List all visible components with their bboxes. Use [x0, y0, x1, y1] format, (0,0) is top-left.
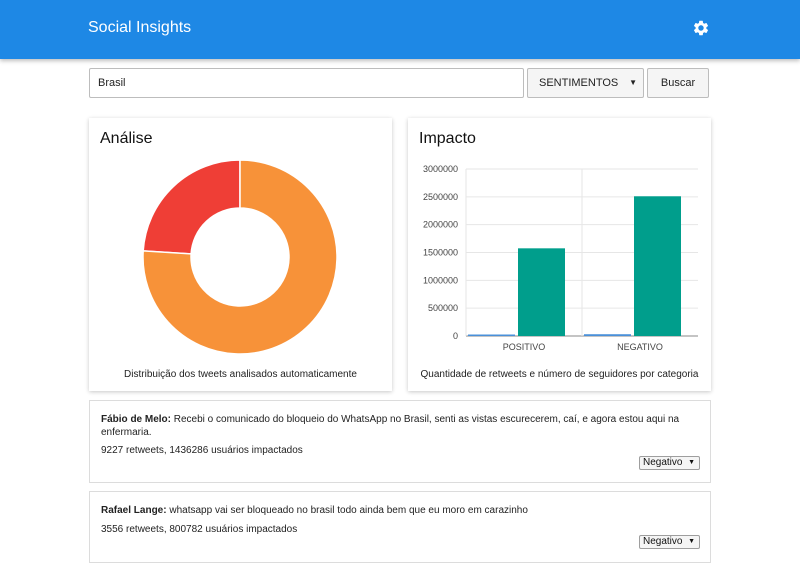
y-tick-label: 3000000	[423, 164, 458, 174]
analysis-title: Análise	[100, 130, 153, 147]
bar-seguidores-negativo	[634, 196, 681, 336]
analysis-card: Análise Distribuição dos tweets analisad…	[89, 118, 392, 391]
donut-slice-positivo	[142, 159, 241, 255]
donut-slice-negativo	[142, 159, 338, 355]
analysis-caption: Distribuição dos tweets analisados autom…	[124, 369, 357, 380]
y-tick-label: 1000000	[423, 275, 458, 285]
tweet-body: whatsapp vai ser bloqueado no brasil tod…	[166, 505, 528, 516]
sentiment-filter-select[interactable]: SENTIMENTOS ▼	[527, 68, 644, 98]
tweet-card: Rafael Lange: whatsapp vai ser bloqueado…	[89, 491, 711, 563]
sentiment-value: Negativo	[643, 536, 683, 547]
search-button[interactable]: Buscar	[647, 68, 709, 98]
x-tick-label: NEGATIVO	[617, 342, 663, 352]
tweet-stats: 3556 retweets, 800782 usuários impactado…	[101, 524, 298, 535]
tweet-body: Recebi o comunicado do bloqueio do Whats…	[101, 414, 680, 438]
tweet-author: Rafael Lange:	[101, 505, 167, 516]
y-tick-label: 1500000	[423, 248, 458, 258]
y-tick-label: 0	[453, 331, 458, 341]
tweet-stats: 9227 retweets, 1436286 usuários impactad…	[101, 445, 303, 456]
chevron-down-icon: ▼	[629, 78, 637, 87]
y-tick-label: 2000000	[423, 220, 458, 230]
filter-selected-value: SENTIMENTOS	[539, 77, 619, 89]
impact-card: Impacto 0 500000 1000000 1500000 2000000 2500…	[408, 118, 711, 391]
tweet-text: Fábio de Melo: Recebi o comunicado do bl…	[101, 413, 697, 439]
impact-caption: Quantidade de retweets e número de segui…	[420, 369, 699, 380]
chevron-down-icon: ▼	[688, 538, 695, 545]
impact-bar-chart: 0 500000 1000000 1500000 2000000 2500000 30000…	[423, 164, 698, 352]
app-bar: Social Insights	[0, 0, 800, 59]
bar-seguidores-positivo	[518, 248, 565, 336]
chevron-down-icon: ▼	[688, 459, 695, 466]
x-tick-label: POSITIVO	[503, 342, 546, 352]
tweet-text: Rafael Lange: whatsapp vai ser bloqueado…	[101, 504, 697, 517]
search-input[interactable]	[89, 68, 524, 98]
bar-retweets-negativo	[584, 334, 631, 336]
donut-chart	[142, 159, 338, 355]
gear-icon[interactable]	[692, 19, 710, 37]
sentiment-select[interactable]: Negativo ▼	[639, 456, 700, 470]
sentiment-value: Negativo	[643, 457, 683, 468]
y-tick-label: 500000	[428, 303, 458, 313]
bar-retweets-positivo	[468, 334, 515, 336]
sentiment-select[interactable]: Negativo ▼	[639, 535, 700, 549]
tweet-card: Fábio de Melo: Recebi o comunicado do bl…	[89, 400, 711, 483]
y-tick-label: 2500000	[423, 192, 458, 202]
impact-title: Impacto	[419, 130, 476, 147]
tweet-author: Fábio de Melo:	[101, 414, 171, 425]
app-title: Social Insights	[88, 19, 192, 36]
